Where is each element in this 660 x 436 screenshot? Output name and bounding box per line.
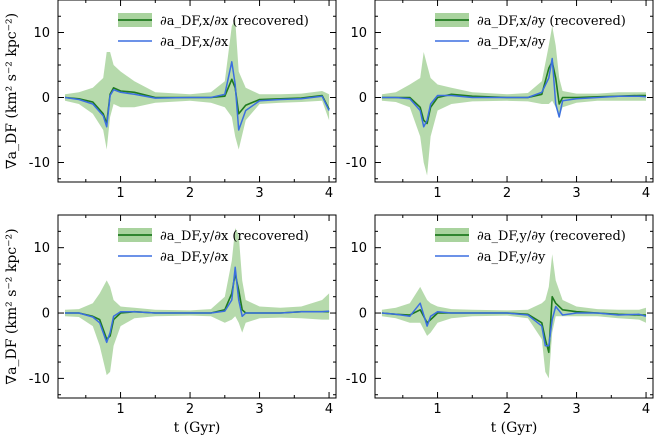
true-series-line bbox=[381, 57, 647, 128]
legend-label-true: ∂a_DF,y/∂x bbox=[160, 250, 229, 265]
x-tick-label: 1 bbox=[116, 186, 124, 201]
uncertainty-band bbox=[381, 26, 646, 176]
y-tick-label: 0 bbox=[359, 91, 367, 106]
y-tick-label: -10 bbox=[29, 372, 50, 387]
x-axis-title: t (Gyr) bbox=[174, 420, 221, 436]
uncertainty-band bbox=[381, 254, 646, 379]
legend-label-recovered: ∂a_DF,y/∂x (recovered) bbox=[160, 229, 309, 244]
true-series-line bbox=[64, 61, 330, 131]
x-tick-label: 4 bbox=[325, 402, 333, 417]
legend-label-true: ∂a_DF,x/∂x bbox=[160, 35, 229, 50]
y-tick-label: -10 bbox=[346, 156, 367, 171]
x-tick-label: 4 bbox=[642, 402, 650, 417]
y-tick-label: 10 bbox=[33, 26, 50, 41]
y-tick-label: -10 bbox=[346, 372, 367, 387]
panel-3: 1 2 3 4 -10 0 10 ∂a_DF,y/∂x (recovered) ∂a_DF,y/… bbox=[4, 214, 337, 436]
x-tick-label: 2 bbox=[186, 186, 194, 201]
x-tick-label: 2 bbox=[186, 402, 194, 417]
panel-2: 1 2 3 4 -10 0 10 ∂a_DF,x/∂y (recovered) ∂a_DF,x/… bbox=[346, 0, 654, 201]
y-axis-title: ∇a_DF (km² s⁻² kpc⁻²) bbox=[4, 228, 20, 384]
x-tick-label: 1 bbox=[116, 402, 124, 417]
x-tick-label: 1 bbox=[433, 402, 441, 417]
true-series-line bbox=[381, 302, 647, 347]
axes-frame bbox=[374, 0, 654, 183]
x-tick-label: 4 bbox=[642, 186, 650, 201]
y-tick-label: 0 bbox=[42, 91, 50, 106]
y-tick-label: 10 bbox=[350, 26, 367, 41]
x-tick-label: 3 bbox=[255, 186, 263, 201]
y-tick-label: 10 bbox=[350, 241, 367, 256]
panel-1: 1 2 3 4 -10 0 10 ∂a_DF,x/∂x (recovered) ∂a_DF,x/… bbox=[4, 0, 337, 201]
panel-4: 1 2 3 4 -10 0 10 ∂a_DF,y/∂y (recovered) ∂a_DF,y/… bbox=[346, 214, 654, 436]
legend-label-true: ∂a_DF,x/∂y bbox=[477, 35, 546, 50]
y-axis-title: ∇a_DF (km² s⁻² kpc⁻²) bbox=[4, 13, 20, 169]
x-tick-label: 1 bbox=[433, 186, 441, 201]
uncertainty-band bbox=[65, 19, 330, 150]
true-series-line bbox=[65, 266, 330, 344]
x-tick-label: 3 bbox=[572, 186, 580, 201]
y-tick-label: 0 bbox=[42, 307, 50, 322]
axes-frame bbox=[374, 214, 654, 399]
legend-label-recovered: ∂a_DF,y/∂y (recovered) bbox=[477, 229, 626, 244]
legend-label-true: ∂a_DF,y/∂y bbox=[477, 250, 546, 265]
x-tick-label: 3 bbox=[572, 402, 580, 417]
legend-label-recovered: ∂a_DF,x/∂x (recovered) bbox=[160, 14, 309, 29]
axes-frame bbox=[57, 0, 337, 183]
y-tick-label: -10 bbox=[29, 156, 50, 171]
x-axis-title: t (Gyr) bbox=[491, 420, 538, 436]
x-tick-label: 3 bbox=[255, 402, 263, 417]
legend-label-recovered: ∂a_DF,x/∂y (recovered) bbox=[477, 14, 626, 29]
x-tick-label: 2 bbox=[503, 402, 511, 417]
x-tick-label: 2 bbox=[503, 186, 511, 201]
x-tick-label: 4 bbox=[325, 186, 333, 201]
y-tick-label: 0 bbox=[359, 307, 367, 322]
y-tick-label: 10 bbox=[33, 241, 50, 256]
axes-frame bbox=[57, 214, 337, 399]
